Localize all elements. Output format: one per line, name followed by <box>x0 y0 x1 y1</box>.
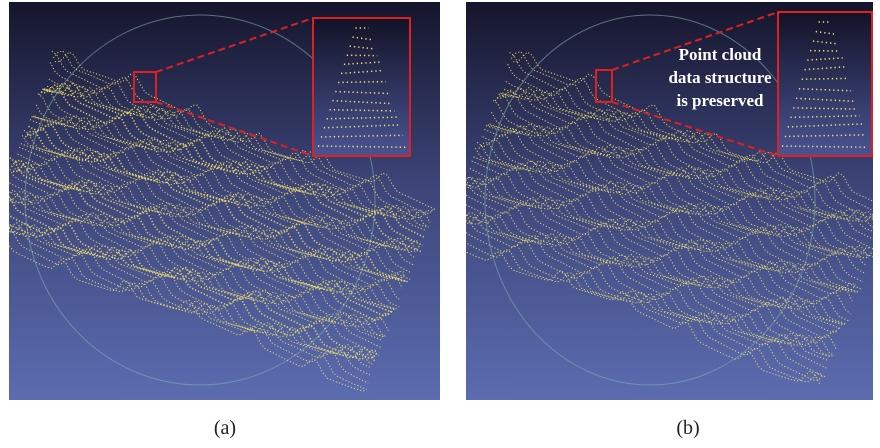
annotation: Point cloud <box>679 45 762 64</box>
figure: Point cloud data structure is preserved … <box>0 0 880 448</box>
annotation: is preserved <box>676 91 764 110</box>
caption: (a) <box>214 417 236 439</box>
caption: (b) <box>676 417 699 439</box>
annotation: data structure <box>668 68 772 87</box>
